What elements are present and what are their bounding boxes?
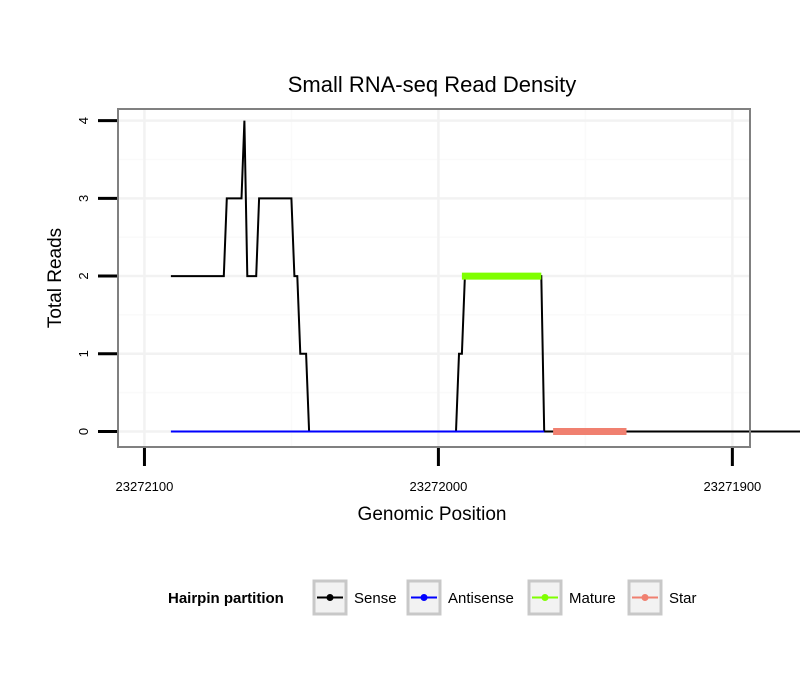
y-tick-label: 2 — [76, 272, 91, 279]
legend-point-mature — [541, 594, 549, 601]
y-tick-label: 0 — [76, 428, 91, 435]
x-tick-label: 23272000 — [409, 479, 467, 494]
x-axis: 23272100 23272000 23271900 — [116, 448, 761, 494]
series-layer — [170, 120, 800, 435]
legend: Hairpin partition Sense Antisense Mature St… — [168, 579, 697, 616]
plot-panel — [117, 108, 800, 448]
legend-point-star — [641, 594, 649, 601]
y-tick-label: 1 — [76, 350, 91, 357]
legend-label-sense: Sense — [354, 590, 397, 607]
legend-label-star: Star — [669, 590, 697, 607]
plot-background — [118, 109, 750, 447]
plot-border — [117, 108, 751, 448]
x-axis-title: Genomic Position — [358, 504, 507, 525]
grid-minor — [118, 109, 750, 447]
legend-point-sense — [326, 594, 334, 601]
x-tick-label: 23271900 — [703, 479, 761, 494]
y-tick-label: 3 — [76, 195, 91, 202]
y-axis: 0 1 2 3 4 — [76, 117, 117, 435]
legend-label-mature: Mature — [569, 590, 616, 607]
legend-point-antisense — [420, 594, 428, 601]
legend-label-antisense: Antisense — [448, 590, 514, 607]
y-axis-title: Total Reads — [45, 228, 66, 328]
chart-title: Small RNA-seq Read Density — [288, 72, 577, 97]
series-line-sense — [170, 120, 800, 433]
legend-title: Hairpin partition — [168, 590, 284, 607]
y-tick-label: 4 — [76, 117, 91, 124]
x-tick-label: 23272100 — [116, 479, 174, 494]
legend-entries: Sense Antisense Mature Star — [312, 579, 697, 616]
